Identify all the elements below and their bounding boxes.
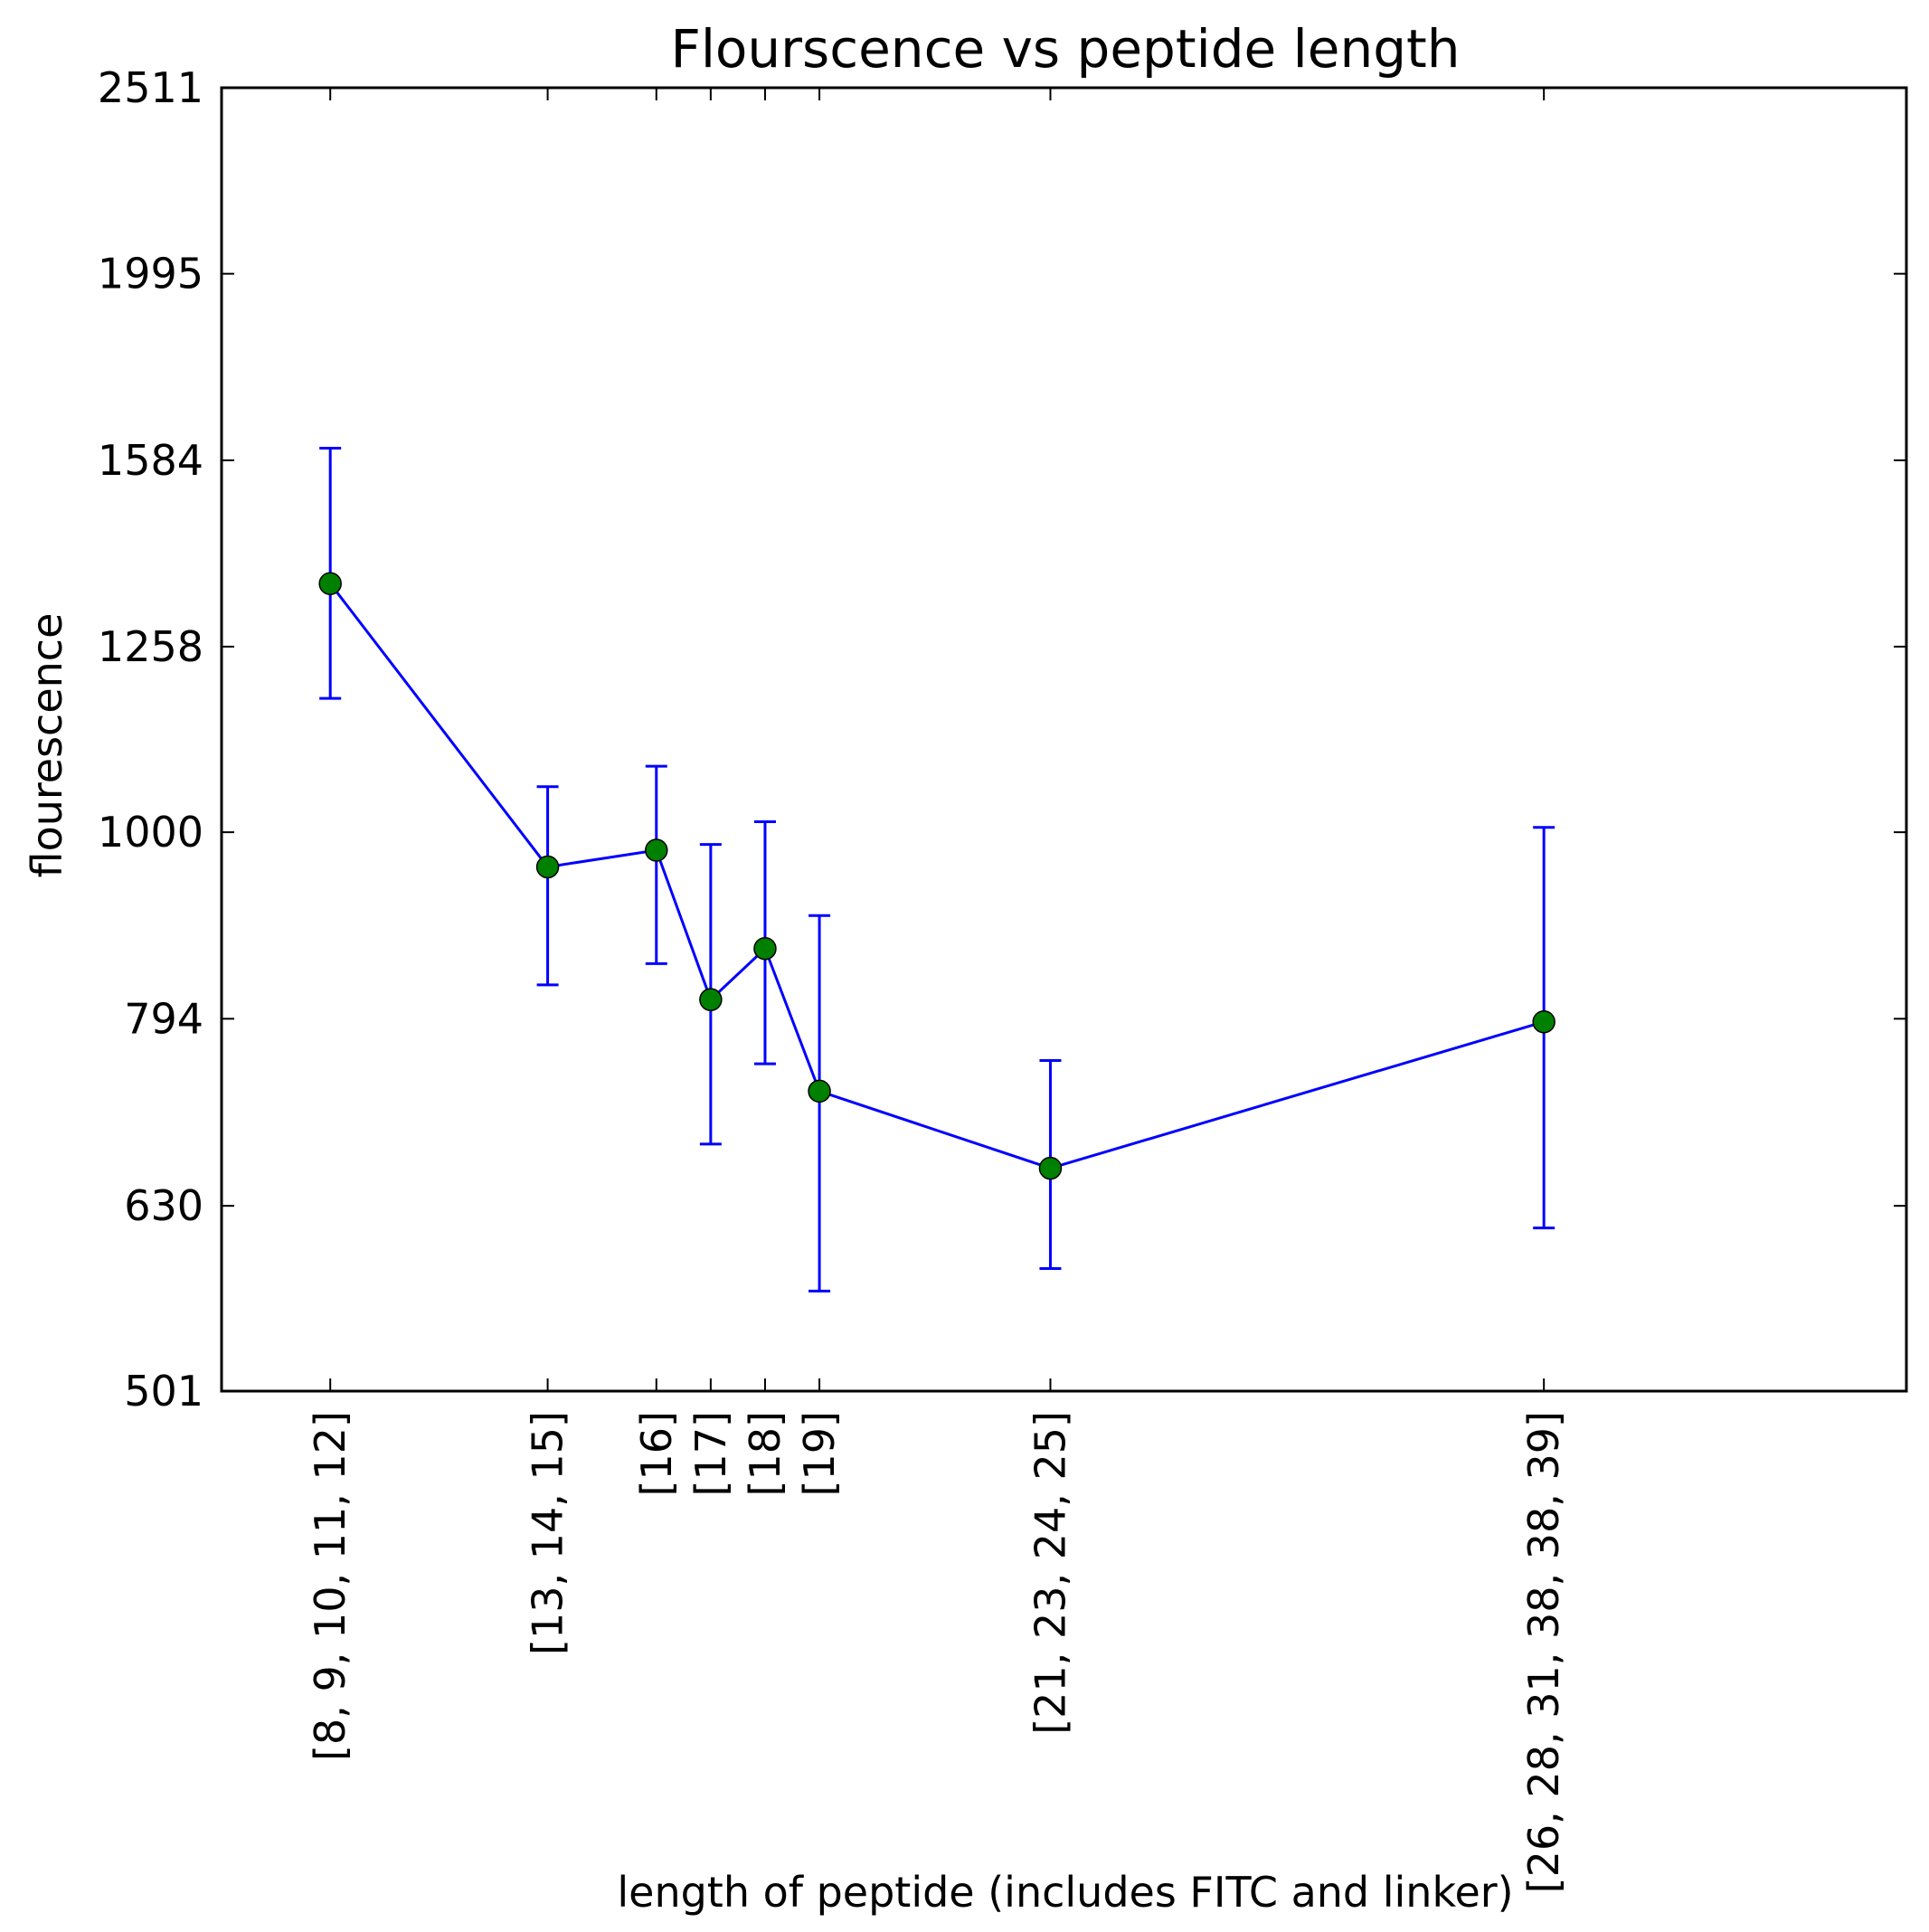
y-axis-label: flourescence xyxy=(23,613,71,878)
data-point xyxy=(808,1079,831,1103)
x-tick-label: [8, 9, 10, 11, 12] xyxy=(306,1411,355,1761)
data-point xyxy=(1532,1009,1555,1034)
plot-frame xyxy=(220,86,1908,1393)
x-tick-label: [19] xyxy=(795,1411,844,1496)
x-axis-label: length of peptide (includes FITC and lin… xyxy=(617,1868,1513,1917)
y-tick-label: 2511 xyxy=(98,63,203,112)
y-tick-label: 1584 xyxy=(98,436,203,485)
y-tick-label: 794 xyxy=(124,994,203,1043)
data-point xyxy=(753,936,777,961)
y-tick-label: 630 xyxy=(124,1181,203,1230)
data-point xyxy=(699,988,723,1011)
x-tick-label: [18] xyxy=(741,1411,790,1496)
data-point xyxy=(318,572,342,595)
data-point xyxy=(645,838,668,862)
data-point xyxy=(535,855,560,879)
x-tick-label: [21, 23, 24, 25] xyxy=(1026,1411,1074,1735)
y-tick-label: 1995 xyxy=(98,250,203,298)
x-tick-label: [16] xyxy=(632,1411,681,1496)
data-point xyxy=(1038,1156,1063,1180)
x-tick-label: [13, 14, 15] xyxy=(524,1411,572,1655)
x-tick-label: [17] xyxy=(686,1411,735,1496)
y-tick-label: 1000 xyxy=(98,808,203,857)
y-tick-label: 1258 xyxy=(98,622,203,671)
chart-title: Flourscence vs peptide length xyxy=(670,18,1460,80)
y-tick-label: 501 xyxy=(124,1367,203,1416)
series-line xyxy=(329,582,1545,1170)
x-tick-label: [26, 28, 31, 38, 38, 39] xyxy=(1519,1411,1568,1893)
plot-area: 501 630 794 1000 1258 1584 1995 2511 [8, 9, 10, … xyxy=(98,63,1908,1893)
